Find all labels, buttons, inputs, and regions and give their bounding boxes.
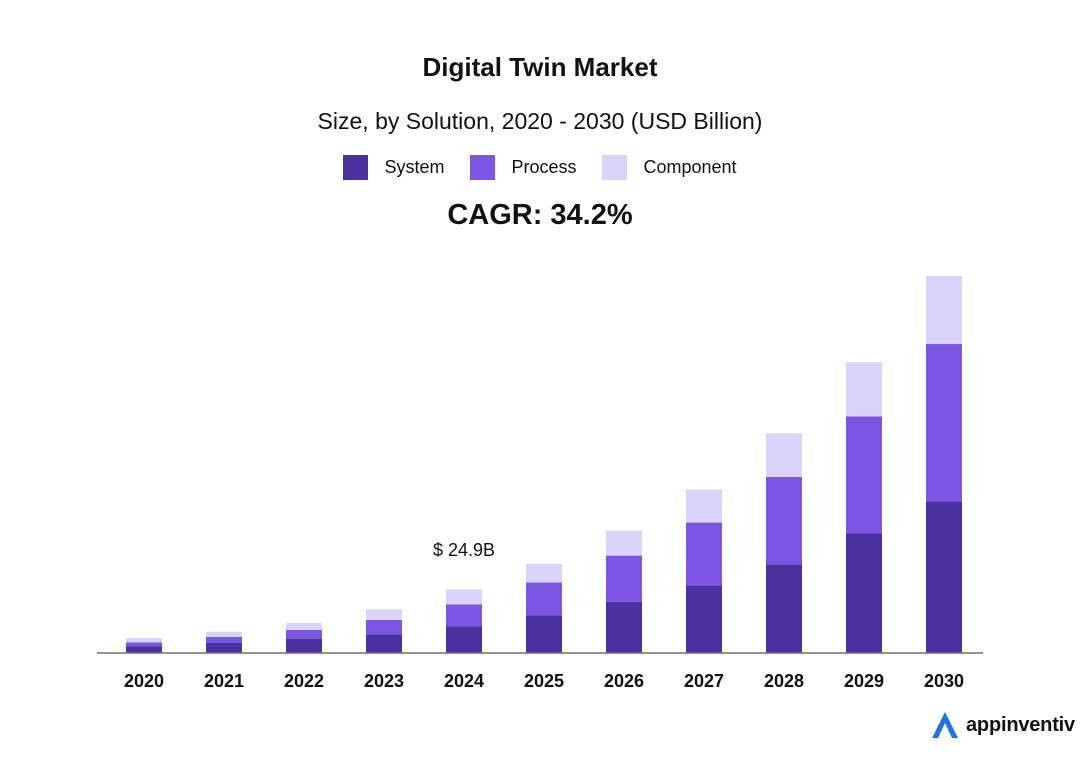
x-tick-label-2025: 2025 xyxy=(524,671,564,691)
bar-system-2020 xyxy=(126,646,162,653)
bar-process-2029 xyxy=(846,416,882,534)
legend-label-system: System xyxy=(384,157,445,177)
bar-process-2027 xyxy=(686,522,722,586)
bar-component-2021 xyxy=(206,631,242,637)
bar-process-2028 xyxy=(766,476,802,565)
x-tick-label-2029: 2029 xyxy=(844,671,884,691)
bar-system-2025 xyxy=(526,615,562,653)
legend-item-system: System xyxy=(343,155,444,180)
x-tick-label-2021: 2021 xyxy=(204,671,244,691)
bar-component-2028 xyxy=(766,433,802,477)
bar-process-2020 xyxy=(126,642,162,647)
bar-process-2022 xyxy=(286,629,322,639)
legend-item-process: Process xyxy=(470,155,576,180)
bar-process-2023 xyxy=(366,619,402,635)
legend-label-component: Component xyxy=(643,157,737,177)
bar-component-2023 xyxy=(366,609,402,620)
x-tick-label-2028: 2028 xyxy=(764,671,804,691)
x-tick-label-2024: 2024 xyxy=(444,671,484,691)
legend-swatch-system xyxy=(343,155,369,180)
bar-system-2023 xyxy=(366,634,402,653)
x-tick-label-2030: 2030 xyxy=(924,671,964,691)
bar-component-2030 xyxy=(926,275,962,345)
x-tick-label-2020: 2020 xyxy=(124,671,164,691)
chart-subtitle: Size, by Solution, 2020 - 2030 (USD Bill… xyxy=(317,108,763,134)
bar-component-2024 xyxy=(446,589,482,605)
legend: System Process Component xyxy=(0,155,1080,180)
bar-system-2029 xyxy=(846,533,882,653)
cagr-label: CAGR: 34.2% xyxy=(447,199,633,231)
bar-process-2024 xyxy=(446,604,482,627)
legend-swatch-process xyxy=(470,155,496,180)
bar-system-2027 xyxy=(686,585,722,653)
bar-component-2022 xyxy=(286,623,322,630)
brand-name: appinventiv xyxy=(966,713,1075,736)
annotation-2024: $ 24.9B xyxy=(433,540,495,560)
bar-component-2026 xyxy=(606,530,642,556)
legend-item-component: Component xyxy=(602,155,737,180)
bar-system-2026 xyxy=(606,601,642,653)
bar-process-2030 xyxy=(926,344,962,502)
bar-process-2026 xyxy=(606,555,642,602)
x-tick-label-2026: 2026 xyxy=(604,671,644,691)
appinventiv-logo-icon xyxy=(932,712,958,738)
legend-label-process: Process xyxy=(511,157,577,177)
bar-system-2021 xyxy=(206,643,242,653)
legend-swatch-component xyxy=(602,155,628,180)
bar-component-2029 xyxy=(846,362,882,417)
chart-title: Digital Twin Market xyxy=(422,52,658,82)
bar-component-2025 xyxy=(526,563,562,583)
x-tick-label-2022: 2022 xyxy=(284,671,324,691)
x-tick-label-2027: 2027 xyxy=(684,671,724,691)
x-tick-label-2023: 2023 xyxy=(364,671,404,691)
bar-process-2021 xyxy=(206,636,242,644)
brand-logo: appinventiv xyxy=(930,710,1075,740)
bar-system-2024 xyxy=(446,626,482,653)
bar-system-2022 xyxy=(286,638,322,653)
bar-system-2030 xyxy=(926,501,962,653)
bar-system-2028 xyxy=(766,564,802,653)
bar-component-2020 xyxy=(126,638,162,643)
bar-process-2025 xyxy=(526,582,562,616)
bar-component-2027 xyxy=(686,489,722,523)
